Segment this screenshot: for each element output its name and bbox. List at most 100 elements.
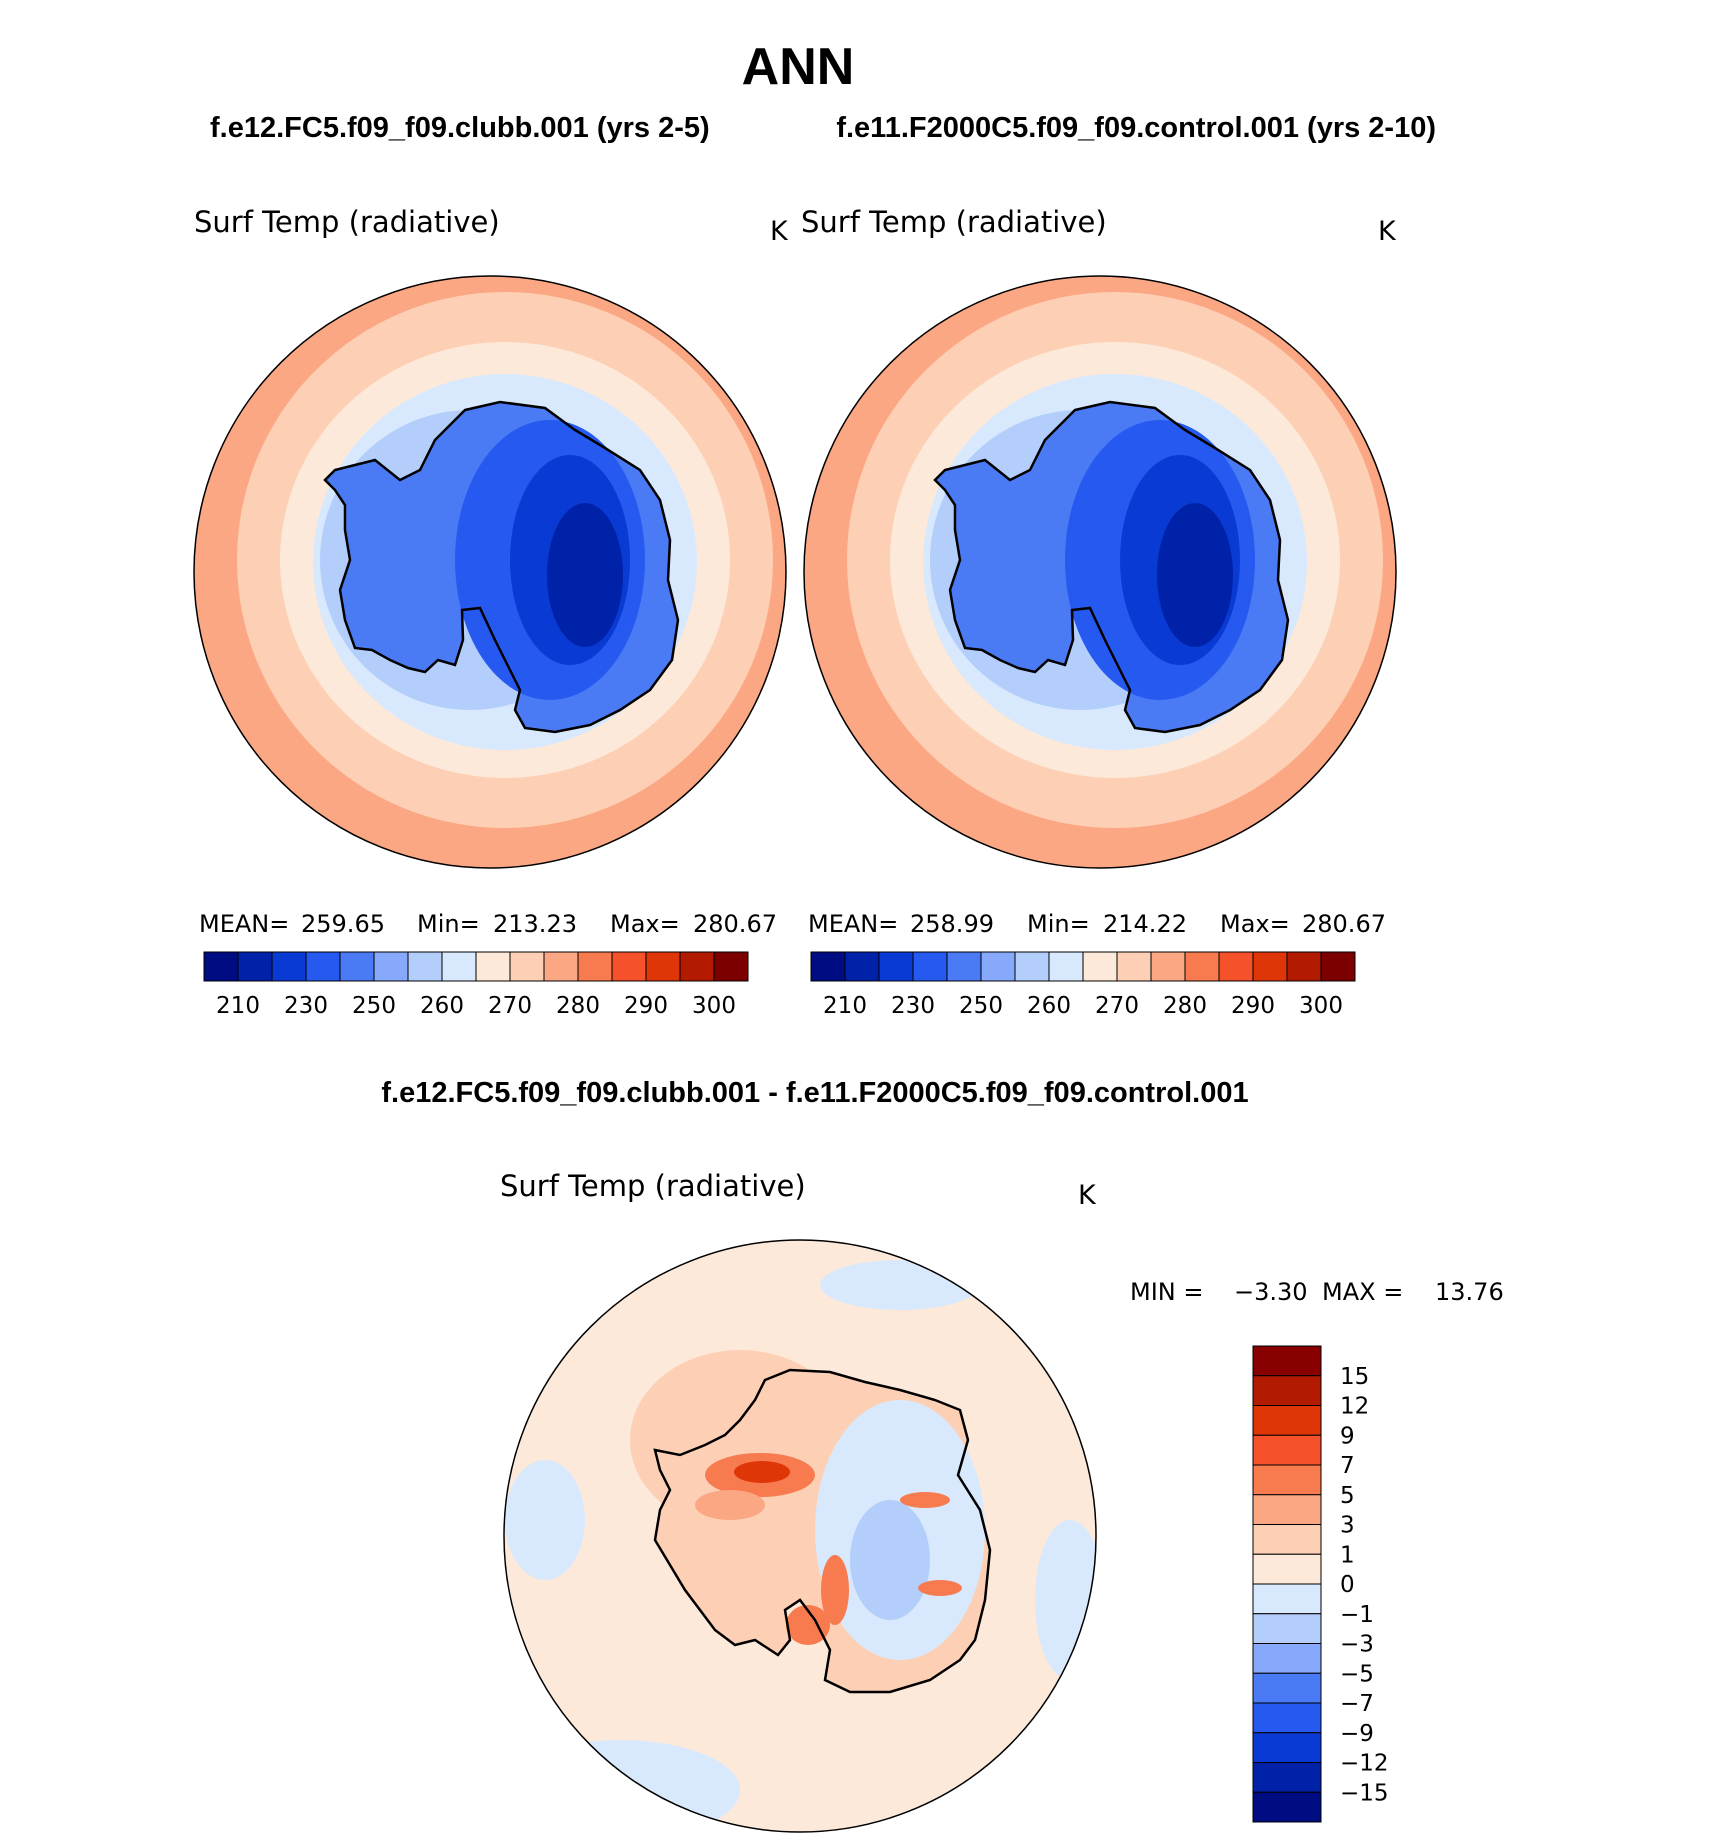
panel1-colorbar-swatch xyxy=(305,951,341,982)
panel2-colorbar-tick-label: 300 xyxy=(1299,993,1343,1019)
diff-colorbar-tick-label: 5 xyxy=(1340,1483,1355,1509)
panel2-map xyxy=(804,276,1396,868)
diff-colorbar-tick-label: 15 xyxy=(1340,1364,1369,1390)
diff-colorbar-swatch xyxy=(1252,1345,1322,1377)
diff-colorbar-swatch xyxy=(1252,1732,1322,1763)
panel1-map-border xyxy=(193,275,787,869)
panel1-colorbar-swatch xyxy=(441,951,477,982)
panel2-colorbar-tick-label: 290 xyxy=(1231,993,1275,1019)
panel2-colorbar-swatch xyxy=(1252,951,1288,982)
panel2-colorbar-tick-label: 230 xyxy=(891,993,935,1019)
panel2-colorbar-swatch xyxy=(1286,951,1322,982)
diff-colorbar-tick-label: −5 xyxy=(1340,1661,1374,1687)
panel1-colorbar-tick-label: 290 xyxy=(624,993,668,1019)
diff-warm-spot-c xyxy=(821,1555,849,1625)
diff-colorbar-tick-label: −12 xyxy=(1340,1751,1389,1777)
panel2-colorbar-swatch xyxy=(1150,951,1186,982)
panel-case1: Surf Temp (radiative) K MEAN= 259.65 Min… xyxy=(193,205,789,1019)
panel1-colorbar-swatch xyxy=(611,951,647,982)
diff-range: MIN = −3.30 MAX = 13.76 xyxy=(1130,1278,1504,1306)
panel2-colorbar-swatch xyxy=(1048,951,1084,982)
panel1-mean-label: MEAN= xyxy=(199,910,289,938)
diff-units-label: K xyxy=(1078,1180,1097,1211)
panel2-colorbar-swatch xyxy=(980,951,1016,982)
panel2-colorbar-tick-label: 280 xyxy=(1163,993,1207,1019)
diff-max-value: 13.76 xyxy=(1435,1278,1504,1306)
panel1-colorbar-tick-label: 230 xyxy=(284,993,328,1019)
diff-east-cool-core xyxy=(850,1500,930,1620)
panel1-colorbar-swatch xyxy=(679,951,715,982)
panel2-colorbar-swatch xyxy=(1116,951,1152,982)
panel1-colorbar-swatch xyxy=(645,951,681,982)
diff-map-border xyxy=(503,1239,1097,1833)
diff-colorbar: 15 12 9 7 5 3 1 0 −1 −3 −5 −7 −9 −12 −15 xyxy=(1252,1345,1389,1823)
diff-colorbar-swatch xyxy=(1252,1791,1322,1823)
diff-warm-spot-b xyxy=(695,1490,765,1520)
panel1-min-label: Min= xyxy=(417,910,480,938)
panel1-colorbar-tick-label: 300 xyxy=(692,993,736,1019)
panel1-colorbar-swatch xyxy=(543,951,579,982)
panel1-max-label: Max= xyxy=(610,910,680,938)
panel2-stats: MEAN= 258.99 Min= 214.22 Max= 280.67 xyxy=(808,910,1386,938)
panel1-map xyxy=(194,276,786,868)
panel2-colorbar-tick-label: 270 xyxy=(1095,993,1139,1019)
diff-max-label: MAX = xyxy=(1322,1278,1403,1306)
diff-colorbar-swatch xyxy=(1252,1613,1322,1644)
panel2-colorbar-tick-label: 260 xyxy=(1027,993,1071,1019)
diff-colorbar-swatch xyxy=(1252,1643,1322,1674)
panel1-max-value: 280.67 xyxy=(693,910,777,938)
panel1-colorbar-swatch xyxy=(509,951,545,982)
panel2-colorbar-swatch xyxy=(878,951,914,982)
panel1-colorbar-tick-label: 250 xyxy=(352,993,396,1019)
panel1-min-value: 213.23 xyxy=(493,910,577,938)
diff-colorbar-tick-label: 9 xyxy=(1340,1423,1355,1449)
diff-colorbar-swatch xyxy=(1252,1672,1322,1704)
panel1-mean-value: 259.65 xyxy=(301,910,385,938)
diff-colorbar-swatch xyxy=(1252,1464,1322,1496)
panel2-colorbar: 210 230 250 260 270 280 290 300 xyxy=(810,951,1356,1019)
diff-colorbar-tick-label: 12 xyxy=(1340,1394,1369,1420)
panel2-variable-label: Surf Temp (radiative) xyxy=(801,205,1107,239)
diff-colorbar-tick-label: −15 xyxy=(1340,1780,1389,1806)
panel1-colorbar-swatch xyxy=(237,951,273,982)
diff-colorbar-swatch xyxy=(1252,1583,1322,1615)
diff-colorbar-tick-label: −9 xyxy=(1340,1721,1374,1747)
panel2-units-label: K xyxy=(1378,216,1397,247)
diff-colorbar-swatch xyxy=(1252,1434,1322,1466)
panel1-colorbar: 210 230 250 260 270 280 290 300 xyxy=(203,951,749,1019)
panel1-variable-label: Surf Temp (radiative) xyxy=(194,205,500,239)
diff-colorbar-tick-label: 3 xyxy=(1340,1513,1355,1539)
diff-min-value: −3.30 xyxy=(1234,1278,1308,1306)
panel1-colorbar-swatch xyxy=(475,951,511,982)
panel2-colorbar-swatch xyxy=(1014,951,1050,982)
panel2-colorbar-swatch xyxy=(1184,951,1220,982)
diff-colorbar-swatch xyxy=(1252,1405,1322,1436)
panel2-max-value: 280.67 xyxy=(1302,910,1386,938)
diff-colorbar-swatch xyxy=(1252,1524,1322,1555)
panel2-colorbar-swatch xyxy=(1082,951,1118,982)
panel2-colorbar-swatch xyxy=(1320,951,1356,982)
panel1-colorbar-swatch xyxy=(203,951,239,982)
panel2-ice-core xyxy=(1157,503,1233,647)
diff-colorbar-swatch xyxy=(1252,1553,1322,1585)
panel1-colorbar-swatch xyxy=(713,951,749,982)
panel1-colorbar-swatch xyxy=(271,951,307,982)
diff-negative-patch-west xyxy=(505,1460,585,1580)
panel1-colorbar-swatch xyxy=(407,951,443,982)
panel2-map-border xyxy=(803,275,1397,869)
panel2-colorbar-swatch xyxy=(946,951,982,982)
season-title: ANN xyxy=(742,38,855,96)
panel1-colorbar-tick-label: 280 xyxy=(556,993,600,1019)
panel2-min-value: 214.22 xyxy=(1103,910,1187,938)
case1-header: f.e12.FC5.f09_f09.clubb.001 (yrs 2-5) xyxy=(210,112,710,144)
panel1-colorbar-tick-label: 210 xyxy=(216,993,260,1019)
diff-colorbar-tick-label: −1 xyxy=(1340,1602,1374,1628)
diff-colorbar-tick-label: −3 xyxy=(1340,1632,1374,1658)
case2-header: f.e11.F2000C5.f09_f09.control.001 (yrs 2… xyxy=(836,112,1436,144)
panel2-mean-value: 258.99 xyxy=(910,910,994,938)
panel2-max-label: Max= xyxy=(1220,910,1290,938)
panel2-colorbar-swatch xyxy=(1218,951,1254,982)
diff-min-label: MIN = xyxy=(1130,1278,1203,1306)
panel2-colorbar-swatch xyxy=(912,951,948,982)
diff-colorbar-tick-label: 7 xyxy=(1340,1453,1355,1479)
